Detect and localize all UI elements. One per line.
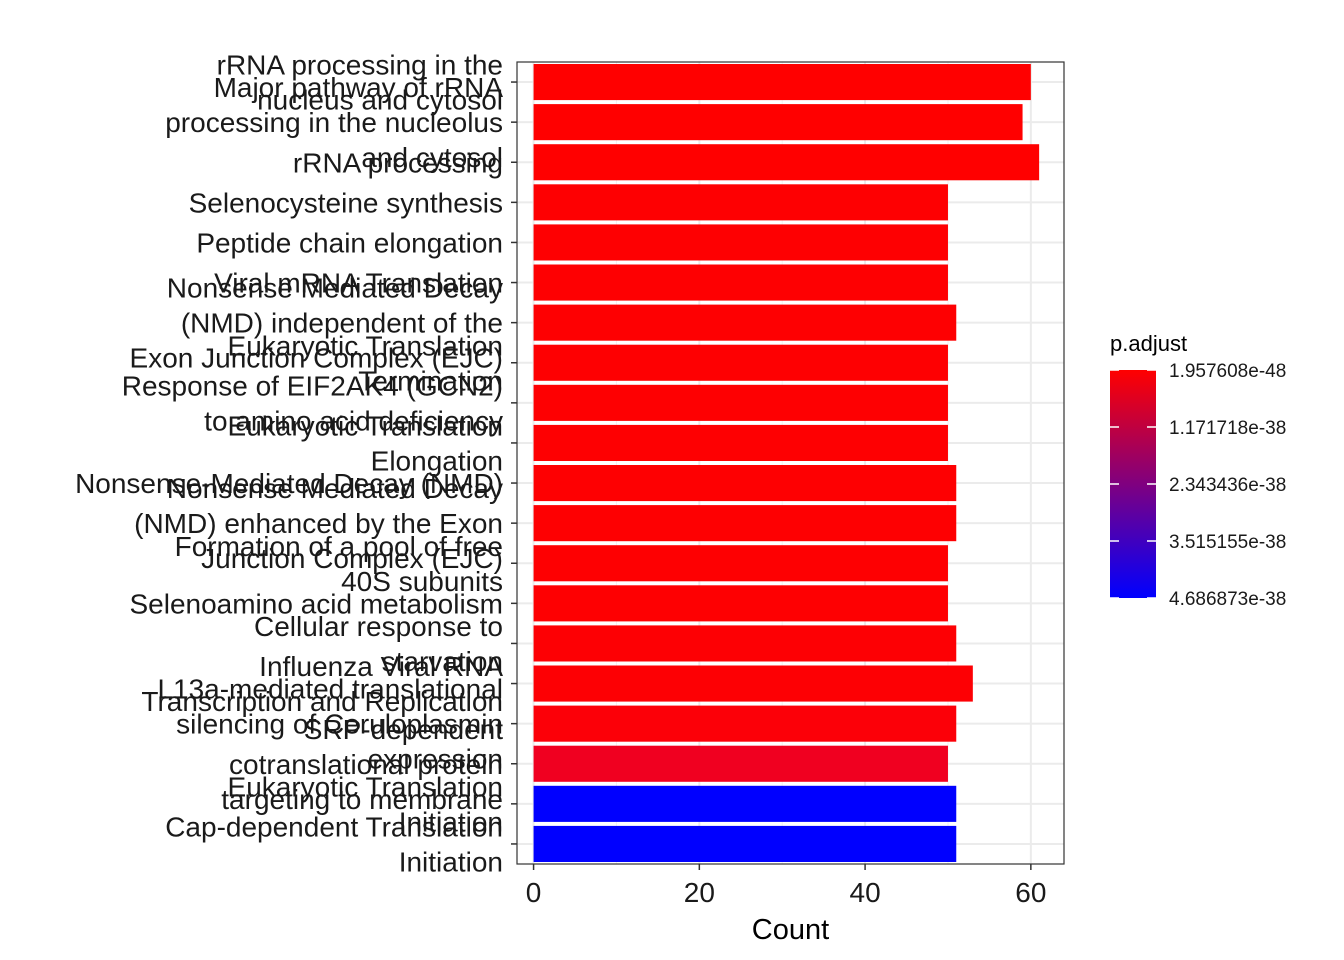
bar (533, 264, 948, 301)
x-tick-label: 20 (684, 877, 715, 908)
y-tick-label: Eukaryotic Translation Elongation (228, 410, 503, 476)
bar (533, 585, 948, 622)
bar (533, 625, 957, 662)
x-axis: 0 20 40 60 (526, 864, 1046, 908)
y-tick-label: Nonsense Mediated Decay (NMD) independent… (130, 273, 503, 374)
bar (533, 424, 948, 461)
y-tick-label: Major pathway of rRNA processing in the n… (165, 72, 503, 173)
bar (533, 224, 948, 261)
y-tick-label: Selenoamino acid metabolism (129, 588, 503, 619)
legend-label: 4.686873e-38 (1169, 589, 1286, 610)
bar (533, 465, 957, 502)
bars (533, 64, 1040, 862)
y-tick-label: SRP-dependent cotranslational protein targ… (221, 714, 503, 815)
y-axis: rRNA processing in the nucleus and cytoso… (75, 50, 517, 877)
bar (533, 64, 1031, 101)
y-tick-label: Peptide chain elongation (196, 227, 503, 258)
y-tick-label: Nonsense-Mediated Decay (NMD) (75, 468, 503, 499)
bar (533, 665, 973, 702)
legend-title: p.adjust (1110, 331, 1187, 356)
y-tick-label: Eukaryotic Translation Termination (228, 330, 503, 396)
grid (517, 62, 1064, 864)
bar (533, 825, 957, 862)
legend: p.adjust 1.957608e-48 1.171718e-38 2.34343… (1110, 331, 1286, 610)
bar (533, 745, 948, 782)
bar (533, 705, 957, 742)
y-tick-label: L13a-mediated translational silencing of … (157, 674, 503, 775)
bar (533, 505, 957, 542)
bar (533, 104, 1023, 141)
x-tick-label: 40 (850, 877, 881, 908)
y-tick-label: Cap-dependent Translation Initiation (165, 811, 503, 877)
y-tick-label: Influenza Viral RNA Transcription and Rep… (141, 651, 503, 717)
y-tick-label: Viral mRNA Translation (214, 268, 503, 299)
x-tick-label: 0 (526, 877, 542, 908)
y-tick-label: Nonsense Mediated Decay (NMD) enhanced by… (134, 473, 503, 574)
y-tick-label: Formation of a pool of free 40S subunits (175, 531, 503, 597)
y-tick-label: rRNA processing (293, 147, 503, 178)
legend-label: 1.171718e-38 (1169, 418, 1286, 439)
y-tick-label: Eukaryotic Translation Initiation (228, 771, 503, 837)
x-tick-label: 60 (1015, 877, 1046, 908)
bar (533, 184, 948, 221)
legend-label: 1.957608e-48 (1169, 361, 1286, 382)
bar (533, 144, 1040, 181)
plot-panel-border (516, 61, 1065, 865)
y-tick-label: rRNA processing in the nucleus and cytoso… (217, 50, 503, 116)
x-axis-title: Count (752, 914, 829, 946)
legend-label: 2.343436e-38 (1169, 475, 1286, 496)
bar (533, 384, 948, 421)
bar (533, 344, 948, 381)
bar (533, 785, 957, 822)
bar (533, 545, 948, 582)
plot-panel (517, 62, 1064, 864)
y-tick-label: Selenocysteine synthesis (189, 187, 503, 218)
y-tick-label: Response of EIF2AK4 (GCN2) to amino acid … (122, 370, 503, 436)
y-tick-label: Cellular response to starvation (254, 611, 503, 677)
legend-label: 3.515155e-38 (1169, 532, 1286, 553)
bar (533, 304, 957, 341)
